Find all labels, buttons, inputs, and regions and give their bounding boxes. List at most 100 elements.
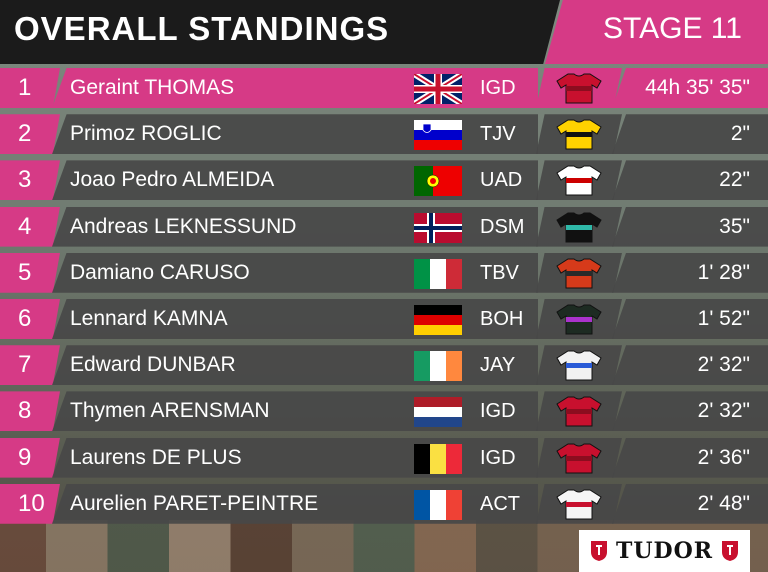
jersey-uae-icon [556,165,602,196]
rider-name: Laurens DE PLUS [70,445,242,469]
stage-box: STAGE 11 [545,0,768,64]
team-code: IGD [480,400,516,423]
time-gap: 2' 36" [697,445,750,469]
jersey-bar [536,252,622,293]
flag-si-icon [414,120,462,151]
time-bar: 44h 35' 35" [612,68,768,108]
team-code: BOH [480,308,524,330]
team-code: TBV [480,261,519,284]
rider-bar: Primoz ROGLIC TJV [52,114,538,155]
time-gap: 22" [719,168,750,192]
title-box: OVERALL STANDINGS [0,0,560,64]
jersey-bar [536,68,622,108]
table-row: 2 Primoz ROGLIC TJV 2" [0,114,768,155]
team-code: ACT [480,492,520,515]
time-bar: 2' 48" [612,483,768,524]
table-row: 5 Damiano CARUSO TBV 1' 28" [0,252,768,293]
rider-name: Lennard KAMNA [70,307,228,330]
rider-bar: Geraint THOMAS IGD [52,68,538,108]
jersey-bahrain-icon [556,258,602,289]
table-row: 4 Andreas LEKNESSUND DSM 35" [0,206,768,247]
flag-it-icon [414,258,462,289]
time-gap: 35" [719,214,750,238]
jersey-ineos-icon [556,396,602,427]
jersey-jumbo-icon [556,119,602,150]
position: 3 [0,160,60,201]
position: 9 [0,437,60,478]
jersey-bar [536,299,622,339]
position: 6 [0,299,60,339]
time-bar: 2" [612,114,768,155]
flag-fr-icon [414,489,462,520]
rider-name: Edward DUNBAR [70,353,236,377]
team-code: TJV [480,123,516,146]
table-row: 3 Joao Pedro ALMEIDA UAD 22" [0,160,768,201]
rider-bar: Joao Pedro ALMEIDA UAD [52,160,538,201]
table-row: 7 Edward DUNBAR JAY 2' 32" [0,345,768,386]
time-bar: 22" [612,160,768,201]
flag-ie-icon [414,351,462,382]
jersey-dsm-icon [556,212,602,243]
position: 7 [0,345,60,386]
position: 8 [0,391,60,432]
team-code: IGD [480,77,516,99]
flag-pt-icon [414,166,462,197]
jersey-bar [536,391,622,432]
rider-bar: Laurens DE PLUS IGD [52,437,538,478]
table-row: 10 Aurelien PARET-PEINTRE ACT 2' 48" [0,483,768,524]
rider-name: Primoz ROGLIC [70,122,222,146]
rider-bar: Edward DUNBAR JAY [52,345,538,386]
page-title: OVERALL STANDINGS [14,10,390,47]
jersey-bar [536,114,622,155]
rider-name: Aurelien PARET-PEINTRE [70,491,319,515]
table-row: 8 Thymen ARENSMAN IGD 2' 32" [0,391,768,432]
position: 5 [0,252,60,293]
rider-name: Joao Pedro ALMEIDA [70,168,275,192]
jersey-bar [536,483,622,524]
flag-no-icon [414,212,462,243]
position: 10 [0,483,60,524]
rider-name: Andreas LEKNESSUND [70,214,297,238]
position: 4 [0,206,60,247]
rider-bar: Andreas LEKNESSUND DSM [52,206,538,247]
jersey-ineos-icon [556,73,602,104]
time-gap: 2' 32" [697,399,750,423]
rider-bar: Thymen ARENSMAN IGD [52,391,538,432]
time-bar: 2' 36" [612,437,768,478]
jersey-jayco-icon [556,350,602,381]
jersey-bora-icon [556,304,602,335]
time-gap: 44h 35' 35" [645,76,750,99]
time-bar: 2' 32" [612,345,768,386]
rider-name: Thymen ARENSMAN [70,399,270,423]
time-bar: 1' 28" [612,252,768,293]
table-row: 9 Laurens DE PLUS IGD 2' 36" [0,437,768,478]
rider-name: Geraint THOMAS [70,76,235,99]
jersey-ag2r-icon [556,489,602,520]
sponsor-logo: TUDOR [579,530,750,572]
time-gap: 2' 32" [697,353,750,377]
position: 1 [0,68,60,108]
time-gap: 1' 28" [697,260,750,284]
team-code: JAY [480,354,516,377]
jersey-bar [536,160,622,201]
time-gap: 2" [730,122,750,146]
rider-bar: Aurelien PARET-PEINTRE ACT [52,483,538,524]
jersey-bar [536,437,622,478]
team-code: DSM [480,215,525,238]
time-bar: 2' 32" [612,391,768,432]
position: 2 [0,114,60,155]
stage-label: STAGE 11 [603,12,742,45]
flag-be-icon [414,443,462,474]
time-gap: 2' 48" [697,491,750,515]
jersey-bar [536,206,622,247]
time-bar: 1' 52" [612,299,768,339]
flag-gb-icon [414,74,462,104]
sponsor-name: TUDOR [615,538,714,564]
table-row: 1 Geraint THOMAS IGD 44h 35' 35" [0,68,768,108]
team-code: UAD [480,169,523,192]
table-row: 6 Lennard KAMNA BOH 1' 52" [0,299,768,339]
flag-de-icon [414,305,462,335]
team-code: IGD [480,446,516,469]
rider-bar: Damiano CARUSO TBV [52,252,538,293]
time-bar: 35" [612,206,768,247]
